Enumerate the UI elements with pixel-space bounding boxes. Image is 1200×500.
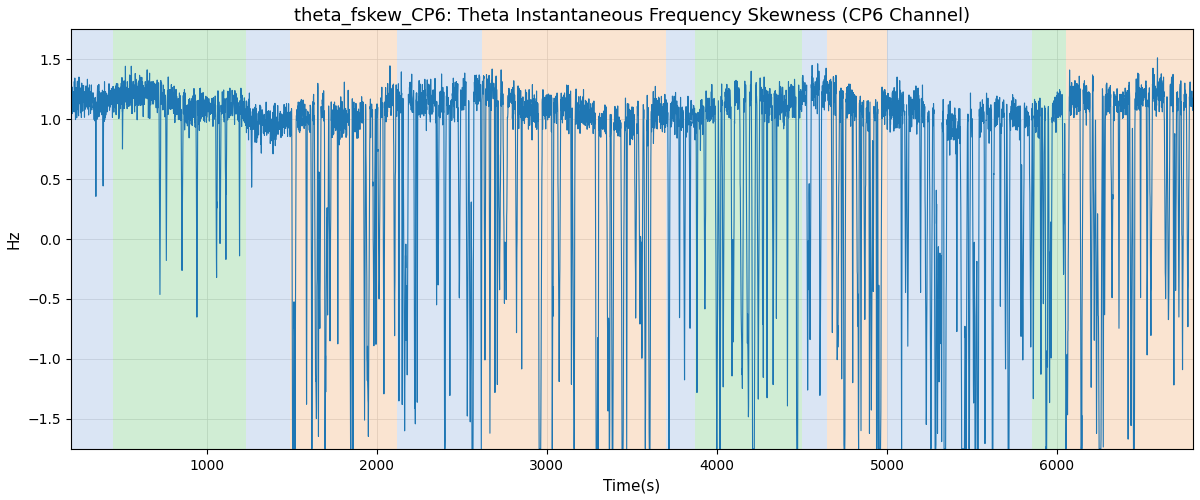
Bar xyxy=(695,30,802,449)
X-axis label: Time(s): Time(s) xyxy=(604,478,660,493)
Bar xyxy=(828,30,887,449)
Bar xyxy=(1032,30,1066,449)
Title: theta_fskew_CP6: Theta Instantaneous Frequency Skewness (CP6 Channel): theta_fskew_CP6: Theta Instantaneous Fre… xyxy=(294,7,970,25)
Bar xyxy=(469,30,482,449)
Bar xyxy=(666,30,695,449)
Bar xyxy=(1066,30,1193,449)
Bar xyxy=(802,30,828,449)
Bar xyxy=(397,30,469,449)
Bar xyxy=(113,30,246,449)
Bar xyxy=(887,30,1032,449)
Y-axis label: Hz: Hz xyxy=(7,230,22,249)
Bar xyxy=(246,30,290,449)
Bar xyxy=(482,30,666,449)
Bar xyxy=(71,30,113,449)
Bar xyxy=(290,30,397,449)
